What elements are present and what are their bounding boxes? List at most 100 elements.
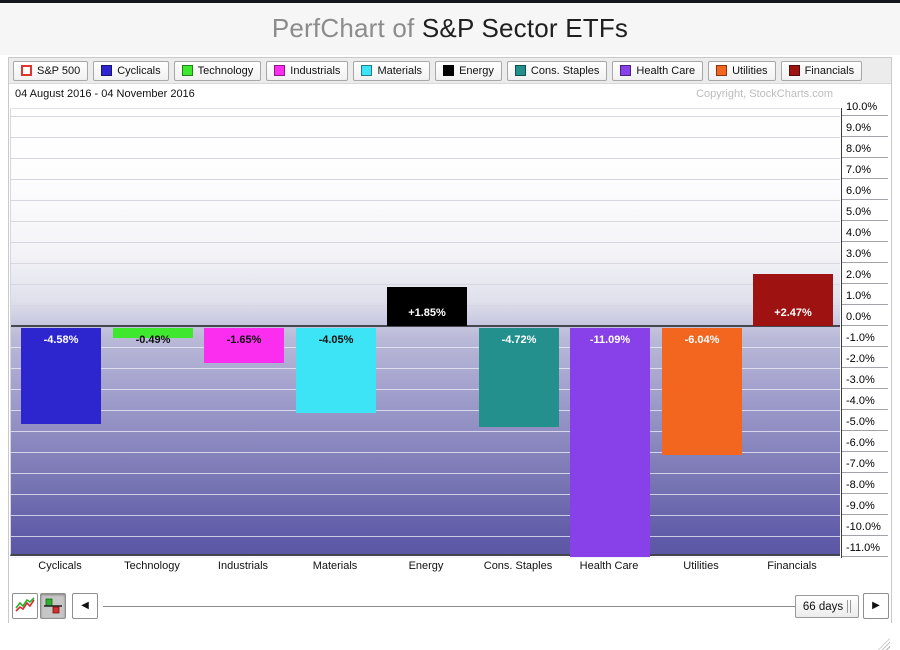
y-axis-tick-label: -8.0% (846, 479, 875, 491)
y-axis-tick (842, 556, 888, 557)
y-axis-tick (842, 262, 888, 263)
y-axis-tick (842, 409, 888, 410)
legend-label: Utilities (732, 64, 768, 77)
range-label: 66 days (802, 600, 844, 613)
gridline (11, 263, 840, 264)
y-axis-tick-label: 2.0% (846, 269, 872, 281)
page-header: PerfChart of S&P Sector ETFs (0, 0, 900, 55)
y-axis-tick (842, 178, 888, 179)
histogram-mode-button[interactable] (40, 593, 66, 619)
legend-label: Health Care (636, 64, 696, 77)
y-axis-tick (842, 493, 888, 494)
bar-health-care[interactable] (570, 328, 650, 557)
legend-toggle-cyclicals[interactable]: Cyclicals (93, 60, 169, 81)
x-axis-label: Cons. Staples (483, 560, 553, 572)
x-axis-label: Utilities (683, 560, 719, 572)
y-axis-tick (842, 115, 888, 116)
bar-industrials[interactable] (204, 328, 284, 363)
legend-swatch-icon (181, 65, 193, 76)
y-axis-tick (842, 388, 888, 389)
y-axis-tick (842, 367, 888, 368)
legend-toggle-energy[interactable]: Energy (435, 60, 502, 81)
bar-energy[interactable] (387, 287, 467, 326)
bar-utilities[interactable] (662, 328, 742, 455)
gridline (11, 137, 840, 138)
bar-value-label: -4.58% (43, 334, 79, 346)
y-axis-tick (842, 451, 888, 452)
legend-swatch-icon (620, 65, 632, 76)
x-axis-label: Industrials (217, 560, 269, 572)
gridline (11, 494, 840, 495)
y-axis-tick-label: 0.0% (846, 311, 872, 323)
legend-toggle-industrials[interactable]: Industrials (266, 60, 349, 81)
bar-value-label: -4.72% (501, 334, 537, 346)
gridline (11, 452, 840, 453)
y-axis-tick (842, 346, 888, 347)
bar-value-label: +2.47% (774, 307, 812, 319)
legend-toggle-health-care[interactable]: Health Care (612, 60, 704, 81)
thumb-grip-icon (847, 600, 852, 613)
y-axis-tick (842, 430, 888, 431)
bar-cons-staples[interactable] (479, 328, 559, 427)
bar-value-label: -11.09% (589, 334, 631, 346)
range-slider-thumb[interactable]: 66 days (795, 595, 859, 618)
legend-toggle-cons-staples[interactable]: Cons. Staples (506, 60, 608, 81)
legend-toggle-technology[interactable]: Technology (173, 60, 262, 81)
page-title: PerfChart of S&P Sector ETFs (0, 3, 900, 53)
legend-label: Financials (804, 64, 855, 77)
legend-toggle-s-p-500[interactable]: S&P 500 (13, 60, 89, 81)
scroll-left-button[interactable]: ◀ (72, 593, 98, 619)
histogram-icon (44, 598, 62, 614)
legend-toggle-materials[interactable]: Materials (353, 60, 431, 81)
y-axis-tick-label: -9.0% (846, 500, 875, 512)
legend-swatch-icon (361, 65, 373, 76)
bar-financials[interactable] (753, 274, 833, 326)
y-axis-tick-label: 5.0% (846, 206, 872, 218)
gridline (11, 536, 840, 537)
line-mode-button[interactable] (12, 593, 38, 619)
legend-label: Cons. Staples (530, 64, 600, 77)
range-slider-track[interactable] (103, 606, 795, 607)
legend-label: Cyclicals (117, 64, 161, 77)
y-axis-tick (842, 325, 888, 326)
right-arrow-icon: ▶ (872, 600, 880, 611)
y-axis-tick-label: -10.0% (846, 521, 881, 533)
y-axis-tick-label: 6.0% (846, 185, 872, 197)
resize-grip-icon[interactable] (878, 638, 890, 650)
gridline (11, 431, 840, 432)
legend-toggle-utilities[interactable]: Utilities (708, 60, 776, 81)
y-axis-tick (842, 157, 888, 158)
gridline (11, 473, 840, 474)
legend-swatch-icon (443, 65, 455, 76)
chart-plot-area[interactable]: -4.58% -0.49% -1.65% -4.05% +1.85% -4.72% -11.… (10, 108, 840, 558)
y-axis-tick (842, 241, 888, 242)
y-axis-tick-label: -5.0% (846, 416, 875, 428)
legend-label: Energy (459, 64, 494, 77)
legend-swatch-icon (788, 65, 800, 76)
y-axis-tick-label: 3.0% (846, 248, 872, 260)
bar-value-label: -4.05% (318, 334, 354, 346)
bar-technology[interactable] (113, 328, 193, 338)
bottom-toolbar: ◀ 66 days ▶ (9, 589, 891, 650)
y-axis-tick-label: 9.0% (846, 122, 872, 134)
y-axis-tick-label: -1.0% (846, 332, 875, 344)
gridline (11, 221, 840, 222)
y-axis-tick-label: 7.0% (846, 164, 872, 176)
legend-toggle-financials[interactable]: Financials (780, 60, 863, 81)
y-axis-tick (842, 199, 888, 200)
bar-materials[interactable] (296, 328, 376, 413)
scroll-right-button[interactable]: ▶ (863, 593, 889, 619)
legend-swatch-icon (101, 65, 113, 76)
x-axis-label: Cyclicals (38, 560, 82, 572)
gridline (11, 389, 840, 390)
gridline (11, 368, 840, 369)
page-title-main: S&P Sector ETFs (421, 13, 629, 43)
gridline (11, 410, 840, 411)
x-axis-labels: Cyclicals Technology Industrials Materials E… (10, 560, 840, 576)
perfchart-widget: S&P 500 Cyclicals Technology Industrials Mat… (8, 57, 892, 650)
y-axis-tick (842, 136, 888, 137)
legend-swatch-icon (716, 65, 728, 76)
bar-cyclicals[interactable] (21, 328, 101, 424)
left-arrow-icon: ◀ (81, 600, 89, 611)
y-axis-tick (842, 283, 888, 284)
